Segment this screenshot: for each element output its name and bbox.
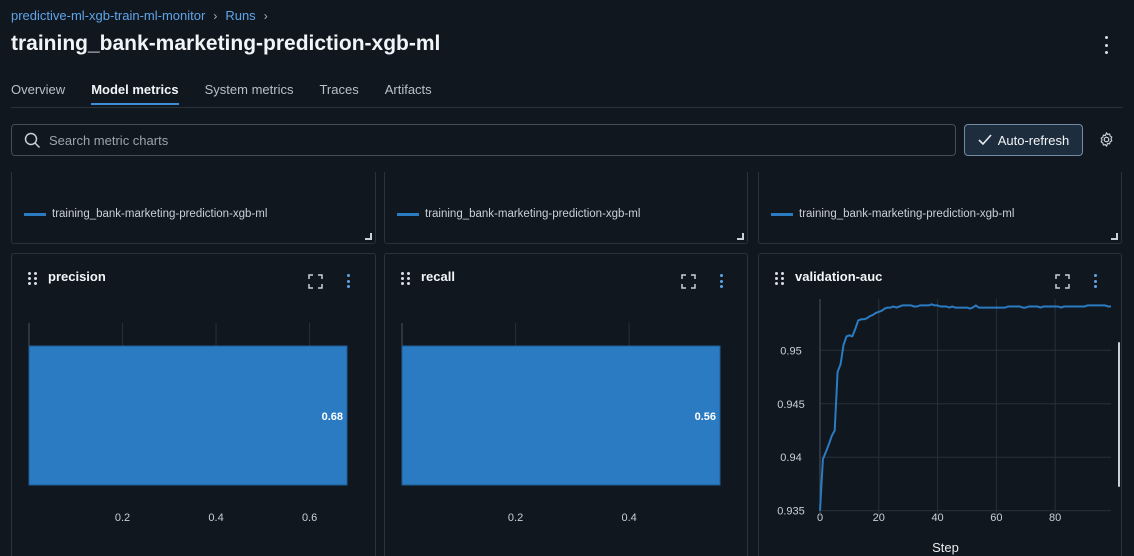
x-tick-label: 20 (873, 512, 885, 524)
chart-title: validation-auc (795, 269, 883, 284)
tab-artifacts[interactable]: Artifacts (384, 82, 432, 97)
legend-label: training_bank-marketing-prediction-xgb-m… (799, 208, 1015, 220)
search-icon (24, 132, 41, 148)
resize-handle-icon[interactable] (365, 233, 372, 240)
more-options-icon[interactable] (345, 274, 351, 288)
expand-icon[interactable] (681, 274, 696, 289)
chart-card-legend: training_bank-marketing-prediction-xgb-m… (758, 172, 1122, 244)
tabs-divider (11, 107, 1123, 108)
y-tick-label: 0.935 (777, 506, 805, 518)
auto-refresh-button[interactable]: Auto-refresh (964, 124, 1083, 156)
validation-auc-line-chart: 0 20 40 60 80 0.935 0.94 0.945 0.95 Step (777, 299, 1120, 555)
chart-card-precision: precision 0.2 0.4 0.6 0.68 (11, 253, 376, 556)
chart-title: precision (48, 269, 106, 284)
drag-handle-icon[interactable] (28, 272, 37, 285)
scrollbar (1118, 342, 1120, 487)
chart-card-recall: recall 0.2 0.4 0.56 (384, 253, 748, 556)
tab-overview[interactable]: Overview (11, 82, 66, 97)
x-tick-label: 60 (990, 512, 1002, 524)
tab-bar: Overview Model metrics System metrics Tr… (11, 82, 432, 105)
x-tick-label: 0.6 (302, 512, 317, 524)
legend-label: training_bank-marketing-prediction-xgb-m… (425, 208, 641, 220)
legend-swatch (771, 212, 793, 216)
chart-title: recall (421, 269, 455, 284)
bar (28, 345, 348, 486)
legend-label: training_bank-marketing-prediction-xgb-m… (52, 208, 268, 220)
tab-traces[interactable]: Traces (319, 82, 359, 97)
y-tick-label: 0.94 (780, 452, 801, 464)
chart-legend: training_bank-marketing-prediction-xgb-m… (771, 208, 1014, 220)
drag-handle-icon[interactable] (775, 272, 784, 285)
chevron-right-icon: › (263, 8, 268, 23)
y-tick-label: 0.95 (780, 345, 801, 357)
precision-bar-chart: 0.2 0.4 0.6 0.68 (28, 323, 348, 524)
series-line (819, 303, 1111, 511)
page-title: training_bank-marketing-prediction-xgb-m… (11, 32, 441, 55)
search-box (11, 124, 956, 156)
bar (401, 345, 721, 486)
expand-icon[interactable] (308, 274, 323, 289)
expand-icon[interactable] (1055, 274, 1070, 289)
more-options-icon[interactable] (1092, 274, 1098, 288)
more-options-icon[interactable] (1100, 36, 1112, 54)
x-tick-label: 0.2 (115, 512, 130, 524)
legend-swatch (397, 212, 419, 216)
chevron-right-icon: › (213, 8, 218, 23)
resize-handle-icon[interactable] (737, 233, 744, 240)
breadcrumb-experiment-link[interactable]: predictive-ml-xgb-train-ml-monitor (11, 8, 206, 23)
tab-system-metrics[interactable]: System metrics (204, 82, 294, 97)
x-tick-label: 0.2 (508, 512, 523, 524)
resize-handle-icon[interactable] (1111, 233, 1118, 240)
breadcrumb: predictive-ml-xgb-train-ml-monitor › Run… (11, 8, 268, 23)
drag-handle-icon[interactable] (401, 272, 410, 285)
x-tick-label: 0.4 (208, 512, 223, 524)
chart-legend: training_bank-marketing-prediction-xgb-m… (24, 208, 267, 220)
more-options-icon[interactable] (718, 274, 724, 288)
breadcrumb-runs-link[interactable]: Runs (225, 8, 256, 23)
chart-legend: training_bank-marketing-prediction-xgb-m… (397, 208, 640, 220)
bar-value-label: 0.56 (695, 411, 716, 423)
chart-card-legend: training_bank-marketing-prediction-xgb-m… (384, 172, 748, 244)
legend-swatch (24, 212, 46, 216)
chart-card-validation-auc: validation-auc 0 20 40 60 80 0.935 0.94 0.945 0.… (758, 253, 1122, 556)
chart-card-legend: training_bank-marketing-prediction-xgb-m… (11, 172, 376, 244)
x-axis-label: Step (932, 540, 959, 555)
tab-model-metrics[interactable]: Model metrics (91, 82, 179, 105)
recall-bar-chart: 0.2 0.4 0.56 (401, 323, 721, 524)
x-tick-label: 0.4 (621, 512, 636, 524)
y-tick-label: 0.945 (777, 399, 805, 411)
x-tick-label: 0 (817, 512, 823, 524)
gear-icon[interactable] (1098, 131, 1115, 148)
checkmark-icon (978, 134, 992, 146)
x-tick-label: 80 (1049, 512, 1061, 524)
x-tick-label: 40 (931, 512, 943, 524)
search-input[interactable] (49, 132, 929, 148)
bar-value-label: 0.68 (322, 411, 343, 423)
auto-refresh-label: Auto-refresh (997, 132, 1070, 148)
